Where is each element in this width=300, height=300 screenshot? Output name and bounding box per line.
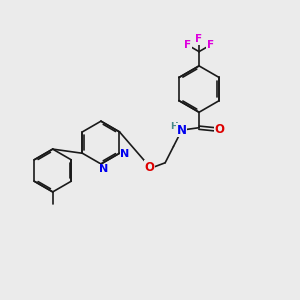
Text: F: F [196, 34, 202, 44]
Text: N: N [99, 164, 109, 174]
Text: H: H [170, 122, 178, 131]
Text: O: O [215, 123, 225, 136]
Text: F: F [184, 40, 191, 50]
Text: N: N [177, 124, 187, 136]
Text: O: O [144, 161, 154, 174]
Text: N: N [120, 149, 130, 159]
Text: F: F [207, 40, 214, 50]
